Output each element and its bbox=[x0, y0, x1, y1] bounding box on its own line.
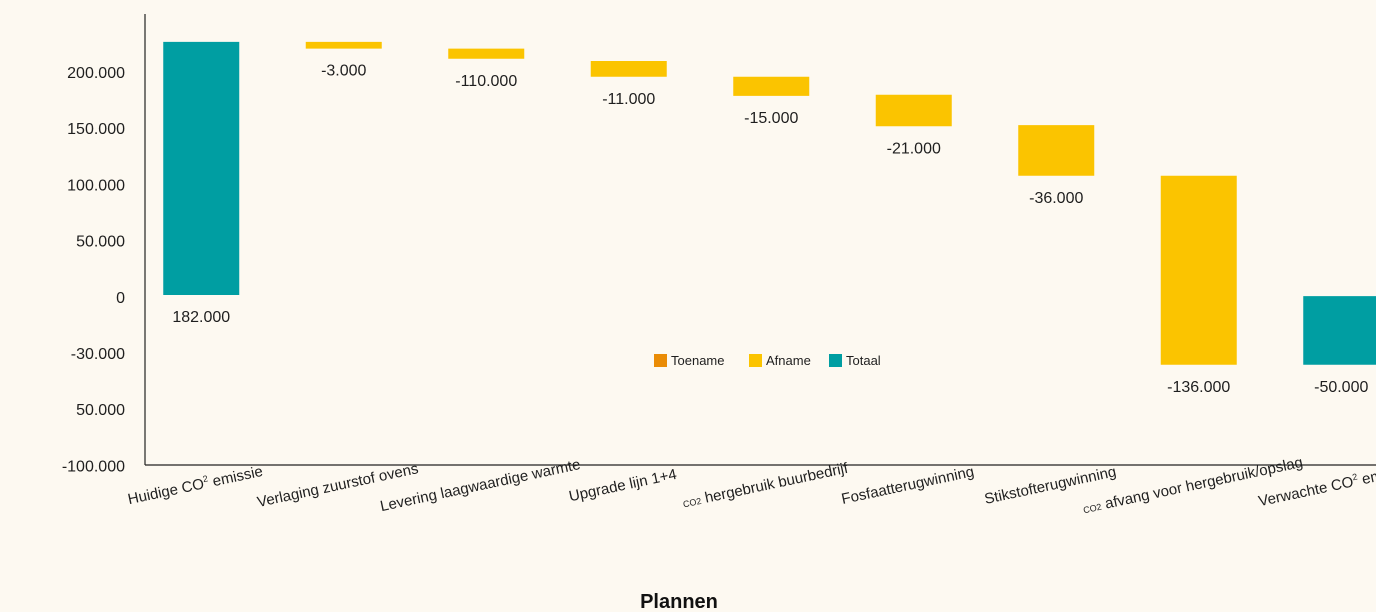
y-tick-label: 50.000 bbox=[76, 234, 125, 251]
data-labels: 182.000 -3.000 -110.000 -11.000 -15.000 -21.0… bbox=[172, 63, 1368, 396]
data-label: -136.000 bbox=[1167, 379, 1230, 396]
legend-swatch bbox=[829, 354, 842, 367]
legend: Toename Afname Totaal bbox=[654, 353, 881, 368]
bar-afname bbox=[1160, 175, 1237, 365]
y-tick-label: 0 bbox=[116, 290, 125, 307]
category-label: Stikstofterugwinning bbox=[983, 463, 1118, 508]
y-tick-label: 50.000 bbox=[76, 402, 125, 419]
bar-afname bbox=[305, 41, 382, 49]
bar-afname bbox=[590, 61, 667, 77]
legend-label: Toename bbox=[671, 353, 724, 368]
y-tick-label: 100.000 bbox=[67, 177, 125, 194]
legend-label: Totaal bbox=[846, 353, 881, 368]
y-tick-labels: 200.000 150.000 100.000 50.000 0 -30.000 50.00… bbox=[62, 65, 125, 475]
category-label: Upgrade lijn 1+4 bbox=[567, 466, 678, 505]
data-label: -50.000 bbox=[1314, 379, 1368, 396]
legend-swatch bbox=[749, 354, 762, 367]
bar-afname bbox=[733, 76, 810, 96]
data-label: 182.000 bbox=[172, 309, 230, 326]
y-tick-label: -100.000 bbox=[62, 458, 125, 475]
legend-swatch bbox=[654, 354, 667, 367]
x-axis-title: Plannen bbox=[640, 591, 718, 612]
bar-totaal bbox=[163, 41, 240, 295]
category-label: CO2 hergebruik buurbedrijf bbox=[681, 460, 850, 512]
legend-label: Afname bbox=[766, 353, 811, 368]
bar-afname bbox=[448, 48, 525, 59]
y-tick-label: 200.000 bbox=[67, 65, 125, 82]
bar-totaal bbox=[1303, 296, 1376, 365]
data-label: -11.000 bbox=[602, 91, 655, 108]
bar-afname bbox=[875, 94, 952, 127]
y-tick-label: -30.000 bbox=[71, 346, 125, 363]
data-label: -110.000 bbox=[455, 73, 517, 90]
bars bbox=[163, 41, 1376, 365]
data-label: -15.000 bbox=[744, 110, 798, 127]
data-label: -36.000 bbox=[1029, 190, 1083, 207]
category-label: Huidige CO2 emissie bbox=[126, 462, 264, 508]
category-label: Fosfaatterugwinning bbox=[840, 463, 976, 508]
bar-afname bbox=[1018, 125, 1095, 176]
data-label: -3.000 bbox=[321, 63, 366, 80]
data-label: -21.000 bbox=[887, 140, 941, 157]
y-tick-label: 150.000 bbox=[67, 121, 125, 138]
